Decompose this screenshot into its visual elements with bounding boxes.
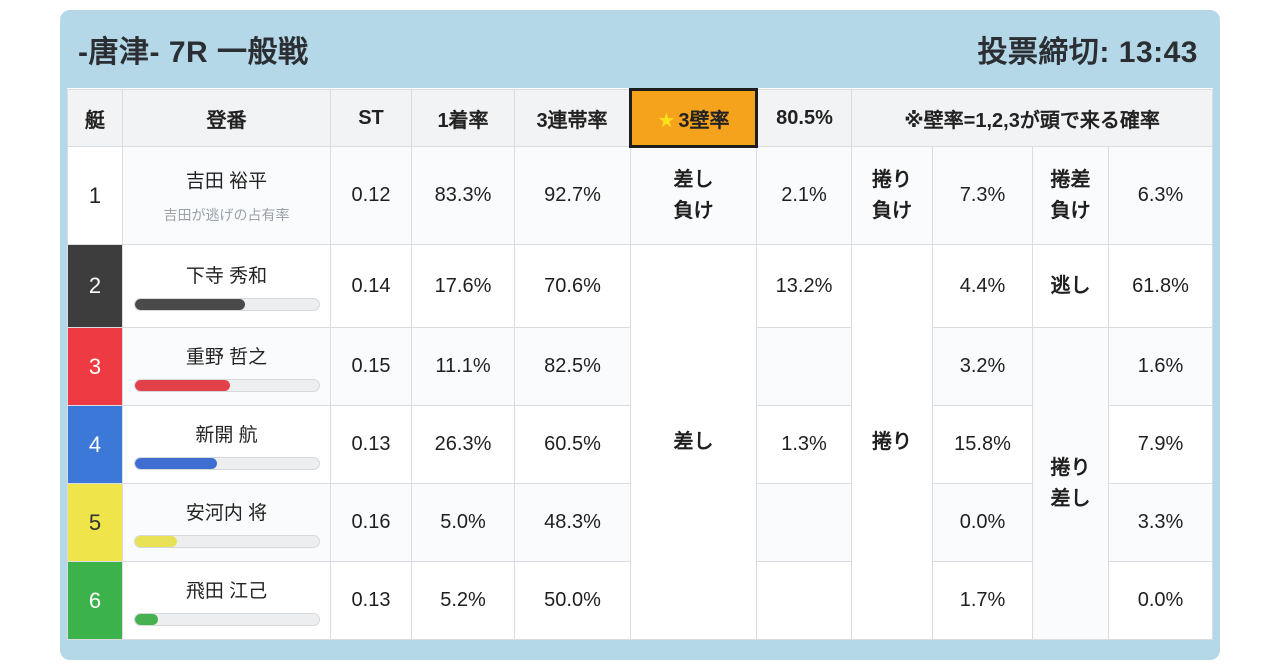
table-row: 3 重野 哲之 0.15 11.1% 82.5% 3.2% 捲り 差し 1.6% <box>67 327 1214 640</box>
win-rate: 11.1% <box>411 327 515 406</box>
scenario-sashi-label: 差し <box>630 244 757 640</box>
col-header-boat: 艇 <box>67 89 123 147</box>
table-row: 2 下寺 秀和 0.14 17.6% 70.6% 差し 13.2% 捲り 4.4… <box>67 244 1214 640</box>
racer-cell: 下寺 秀和 <box>122 244 331 328</box>
scenario-rate-makuri: 4.4% <box>932 244 1033 328</box>
st-value: 0.13 <box>330 405 412 484</box>
racer-subtitle: 吉田が逃げの占有率 <box>163 207 290 223</box>
scenario-rate-makurizashi: 1.6% <box>1107 327 1214 406</box>
share-bar-fill <box>134 535 177 547</box>
st-value: 0.15 <box>330 327 412 406</box>
top3-rate: 70.6% <box>514 244 631 328</box>
share-bar-fill <box>134 613 159 625</box>
racer-name: 新開 航 <box>195 424 258 446</box>
race-card: -唐津- 7R 一般戦 投票締切: 13:43 艇 登番 ST 1着率 3連帯率… <box>60 10 1220 660</box>
wall-rate-note: ※壁率=1,2,3が頭で来る確率 <box>850 89 1214 147</box>
table-row: 6 飛田 江己 0.13 5.2% 50.0% 1.7% 0.0% <box>67 561 1214 640</box>
racer-cell: 飛田 江己 <box>122 561 331 640</box>
scenario-rate-sashi: 13.2% <box>756 244 852 328</box>
scenario-rate-makuri: 7.3% <box>932 146 1033 245</box>
boat-number: 4 <box>67 405 123 484</box>
scenario-rate-sashi <box>756 561 852 640</box>
table-wrapper: 艇 登番 ST 1着率 3連帯率 ★ 3壁率 80.5% ※壁率=1,2,3が頭で… <box>60 88 1220 640</box>
scenario-rate-makuri: 3.2% <box>932 327 1033 406</box>
prediction-table: 艇 登番 ST 1着率 3連帯率 ★ 3壁率 80.5% ※壁率=1,2,3が頭で… <box>67 88 1214 640</box>
table-row: 4 新開 航 0.13 26.3% 60.5% 1.3% 15.8% 7.9% <box>67 405 1214 484</box>
scenario-makurizashi-label: 捲り 差し <box>1032 327 1109 640</box>
top3-rate: 48.3% <box>514 483 631 562</box>
racer-name: 下寺 秀和 <box>185 266 268 287</box>
race-header: -唐津- 7R 一般戦 投票締切: 13:43 <box>60 10 1220 88</box>
racer-name: 飛田 江己 <box>185 580 268 602</box>
st-value: 0.16 <box>330 483 412 562</box>
win-rate: 17.6% <box>411 244 515 328</box>
col-header-st: ST <box>330 89 412 147</box>
share-bar <box>133 456 320 470</box>
scenario-makurizashi-make-label: 捲差 負け <box>1032 146 1109 245</box>
col-header-entry: 登番 <box>122 89 331 147</box>
racer-name: 重野 哲之 <box>185 346 268 368</box>
col-header-win-rate: 1着率 <box>411 89 515 147</box>
share-bar <box>133 612 320 626</box>
racer-cell: 吉田 裕平 吉田が逃げの占有率 <box>122 146 331 245</box>
scenario-makuri-label: 捲り <box>851 244 933 640</box>
col-header-wall3: ★ 3壁率 <box>629 88 758 148</box>
boat-number: 1 <box>67 146 123 245</box>
racer-cell: 安河内 将 <box>122 483 331 562</box>
scenario-rate-makuri: 0.0% <box>932 483 1033 562</box>
scenario-rate-sashi <box>756 327 852 406</box>
win-rate: 5.0% <box>411 483 515 562</box>
scenario-sashi-make-label: 差し 負け <box>630 146 757 245</box>
win-rate: 26.3% <box>411 405 515 484</box>
top3-rate: 50.0% <box>514 561 631 640</box>
scenario-rate-makuri: 15.8% <box>932 405 1033 484</box>
racer-name: 安河内 将 <box>185 502 268 524</box>
scenario-makuri-make-label: 捲り 負け <box>851 146 933 245</box>
win-rate: 5.2% <box>411 561 515 640</box>
racer-name: 吉田 裕平 <box>185 171 268 192</box>
header-row: 艇 登番 ST 1着率 3連帯率 ★ 3壁率 80.5% ※壁率=1,2,3が頭で… <box>67 88 1214 148</box>
scenario-rate-sashi: 1.3% <box>756 405 852 484</box>
scenario-rate-sashi <box>756 483 852 562</box>
wall3-label: 3壁率 <box>678 109 730 132</box>
top3-rate: 82.5% <box>514 327 631 406</box>
top3-rate: 60.5% <box>514 405 631 484</box>
share-bar-fill <box>134 457 218 469</box>
scenario-rate-makurizashi: 0.0% <box>1107 561 1214 640</box>
st-value: 0.12 <box>330 146 412 245</box>
race-title: -唐津- 7R 一般戦 <box>78 36 309 69</box>
share-bar <box>133 378 320 392</box>
scenario-rate-makurizashi: 3.3% <box>1107 483 1214 562</box>
col-header-top3-rate: 3連帯率 <box>514 89 631 147</box>
share-bar-fill <box>134 299 245 310</box>
scenario-nigashi-label: 逃し <box>1032 244 1109 328</box>
st-value: 0.14 <box>330 244 412 328</box>
top3-rate: 92.7% <box>514 146 631 245</box>
scenario-rate-makuri: 1.7% <box>932 561 1033 640</box>
scenario-rate-makurizashi: 7.9% <box>1107 405 1214 484</box>
share-bar <box>133 534 320 548</box>
boat-number: 6 <box>67 561 123 640</box>
boat-number: 2 <box>67 244 123 328</box>
share-bar-fill <box>134 379 231 391</box>
wall3-rate-value: 80.5% <box>756 89 852 147</box>
win-rate: 83.3% <box>411 146 515 245</box>
share-bar <box>133 298 320 311</box>
scenario-rate-makurizashi: 6.3% <box>1107 146 1214 245</box>
racer-cell: 重野 哲之 <box>122 327 331 406</box>
scenario-rate-makurizashi: 61.8% <box>1107 244 1214 328</box>
boat-number: 3 <box>67 327 123 406</box>
scenario-rate-sashi: 2.1% <box>756 146 852 245</box>
table-row: 1 吉田 裕平 吉田が逃げの占有率 0.12 83.3% 92.7% 差し 負け… <box>67 146 1214 245</box>
boat-number: 5 <box>67 483 123 562</box>
racer-cell: 新開 航 <box>122 405 331 484</box>
table-row: 5 安河内 将 0.16 5.0% 48.3% 0.0% 3.3% <box>67 483 1214 562</box>
vote-deadline: 投票締切: 13:43 <box>977 36 1198 69</box>
st-value: 0.13 <box>330 561 412 640</box>
star-icon: ★ <box>657 109 676 132</box>
